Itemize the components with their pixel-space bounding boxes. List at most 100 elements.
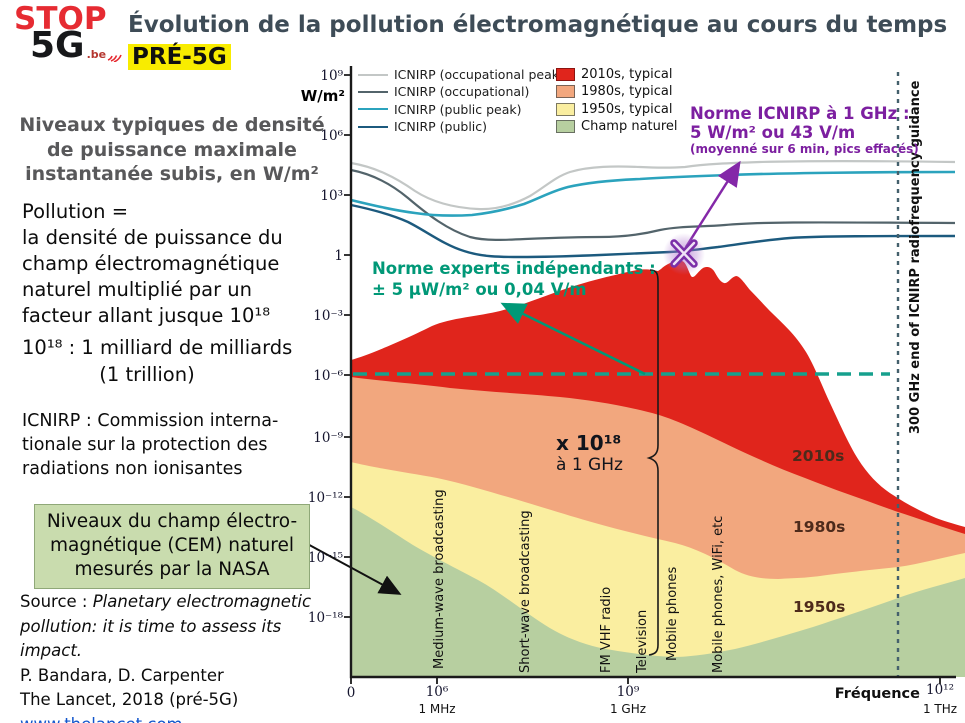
annotation-line: 5 W/m² ou 43 V/m (690, 123, 856, 142)
trillion-line: 10¹⁸ : 1 milliard de milliards (22, 336, 293, 359)
legend-item-2010s: 2010s, typical (556, 66, 678, 83)
pollution-line: facteur allant jusque 10¹⁸ (22, 304, 271, 327)
legend-item-icnirp-occupational: ICNIRP (occupational) (358, 83, 564, 100)
area-champ-naturel (351, 507, 965, 677)
x-subtick: 1 MHz (418, 702, 455, 716)
thelancet-link[interactable]: www.thelancet.com (20, 715, 183, 723)
pollution-line: champ électromagnétique (22, 252, 280, 275)
axis-ticks (344, 74, 941, 684)
logo-stop-text: STOP (14, 1, 107, 37)
legend-fill-swatch (556, 68, 575, 82)
line-icnirp-public (350, 203, 956, 259)
source-title: Planetary electromagnetic (92, 592, 312, 611)
pre-5g-badge: PRÉ-5G (128, 44, 231, 70)
x-tick: 10¹² (926, 682, 954, 698)
source-prefix: Source : (20, 592, 93, 611)
trillion-note: 10¹⁸ : 1 milliard de milliards (1 trilli… (22, 334, 332, 388)
legend-line-swatch (358, 125, 388, 128)
page-title: Évolution de la pollution électromagnéti… (128, 12, 948, 38)
band-label-television: Television (635, 610, 650, 674)
legend-fill-swatch (556, 85, 575, 99)
y-tick: 10⁻⁹ (313, 430, 343, 446)
legend-label: ICNIRP (public) (394, 119, 488, 135)
line-icnirp-occupational-peak (350, 160, 956, 211)
nasa-box-line: Niveaux du champ électro- (46, 511, 298, 532)
pollution-line: Pollution = (22, 200, 129, 223)
factor-bracket (646, 269, 659, 656)
x-subtick: 1 GHz (610, 702, 646, 716)
icnirp-definition: ICNIRP : Commission interna- tionale sur… (22, 409, 342, 481)
factor-frequency: à 1 GHz (556, 455, 623, 475)
icnirp-norm-annotation: Norme ICNIRP à 1 GHz : 5 W/m² ou 43 V/m … (690, 104, 965, 156)
legend-item-icnirp-occupational-peak: ICNIRP (occupational peak) (358, 66, 564, 83)
decade-label-1950s: 1950s (793, 598, 846, 616)
y-tick: 10⁻¹⁸ (308, 610, 344, 626)
pollution-line: naturel multiplié par un (22, 278, 253, 301)
band-label-medium-wave: Medium-wave broadcasting (432, 489, 447, 669)
legend-line-swatch (358, 73, 388, 76)
annotation-line: (moyenné sur 6 min, pics effacés) (690, 142, 919, 156)
nasa-callout-box: Niveaux du champ électro- magnétique (CE… (34, 504, 310, 589)
line-icnirp-public-peak (350, 170, 956, 217)
y-tick: 10⁻³ (313, 308, 343, 324)
y-tick: 10⁻¹⁵ (308, 550, 343, 566)
decade-label-2010s: 2010s (792, 447, 845, 465)
factor-value: x 10¹⁸ (556, 431, 622, 455)
x-axis-label: Fréquence (835, 686, 920, 702)
legend-fill-swatch (556, 102, 575, 116)
legend-item-champ-naturel: Champ naturel (556, 118, 678, 135)
icnirp-line: radiations non ionisantes (22, 459, 243, 479)
experts-norm-annotation: Norme experts indépendants : ± 5 µW/m² o… (372, 258, 712, 300)
band-label-short-wave: Short-wave broadcasting (518, 510, 533, 673)
legend-item-1950s: 1950s, typical (556, 101, 678, 118)
legend-label: ICNIRP (public peak) (394, 101, 522, 117)
guide-300ghz-label: 300 GHz end of ICNIRP radiofrequency gui… (908, 80, 923, 434)
logo-be-text: .be (86, 48, 107, 61)
x-tick: 10⁹ (617, 684, 640, 700)
x-tick: 0 (347, 685, 356, 701)
y-tick: 10⁻¹² (308, 490, 343, 506)
pollution-definition: Pollution = la densité de puissance du c… (22, 199, 352, 329)
legend-label: 1950s, typical (581, 101, 673, 117)
legend-label: 2010s, typical (581, 67, 673, 83)
legend-item-1980s: 1980s, typical (556, 83, 678, 100)
legend-fills: 2010s, typical 1980s, typical 1950s, typ… (556, 66, 678, 135)
pollution-line: la densité de puissance du (22, 226, 283, 249)
source-journal: The Lancet, 2018 (pré-5G) (20, 690, 239, 709)
y-tick: 10³ (320, 188, 343, 204)
icnirp-line: ICNIRP : Commission interna- (22, 411, 279, 431)
signal-waves-icon (107, 54, 122, 62)
annotation-line: Norme experts indépendants : (372, 259, 656, 278)
icnirp-line: tionale sur la protection des (22, 435, 268, 455)
source-block: Source : Planetary electromagnetic pollu… (20, 590, 350, 723)
x-marker-icon-inner (672, 241, 696, 266)
legend-line-swatch (358, 108, 388, 111)
annotation-line: Norme ICNIRP à 1 GHz : (690, 104, 910, 123)
annotation-line: ± 5 µW/m² ou 0,04 V/m (372, 280, 587, 299)
y-tick: 10⁹ (320, 68, 343, 84)
heading-line: Niveaux typiques de densité (19, 114, 325, 136)
band-label-mobile-wifi: Mobile phones, WiFi, etc (711, 516, 726, 673)
band-label-fm-vhf: FM VHF radio (599, 587, 614, 673)
y-tick: 10⁶ (320, 128, 343, 144)
trillion-line: (1 trillion) (99, 363, 195, 386)
decade-label-1980s: 1980s (793, 518, 846, 536)
logo-5g-text: 5G (30, 25, 85, 66)
legend-fill-swatch (556, 120, 575, 134)
legend-line-swatch (358, 90, 388, 93)
nasa-box-line: magnétique (CEM) naturel (50, 535, 294, 556)
y-tick: 10⁻⁶ (313, 368, 343, 384)
legend-item-icnirp-public: ICNIRP (public) (358, 118, 564, 135)
line-icnirp-occupational (350, 168, 956, 241)
purple-norm-arrow (684, 160, 741, 248)
x-tick: 10⁶ (426, 684, 449, 700)
heading-line: instantanée subis, en W/m² (25, 163, 319, 186)
legend-label: Champ naturel (581, 119, 678, 135)
legend-item-icnirp-public-peak: ICNIRP (public peak) (358, 101, 564, 118)
source-authors: P. Bandara, D. Carpenter (20, 665, 224, 685)
green-norm-arrow (500, 302, 646, 376)
source-title: pollution: it is time to assess its (20, 616, 282, 636)
levels-heading: Niveaux typiques de densité de puissance… (4, 113, 340, 187)
